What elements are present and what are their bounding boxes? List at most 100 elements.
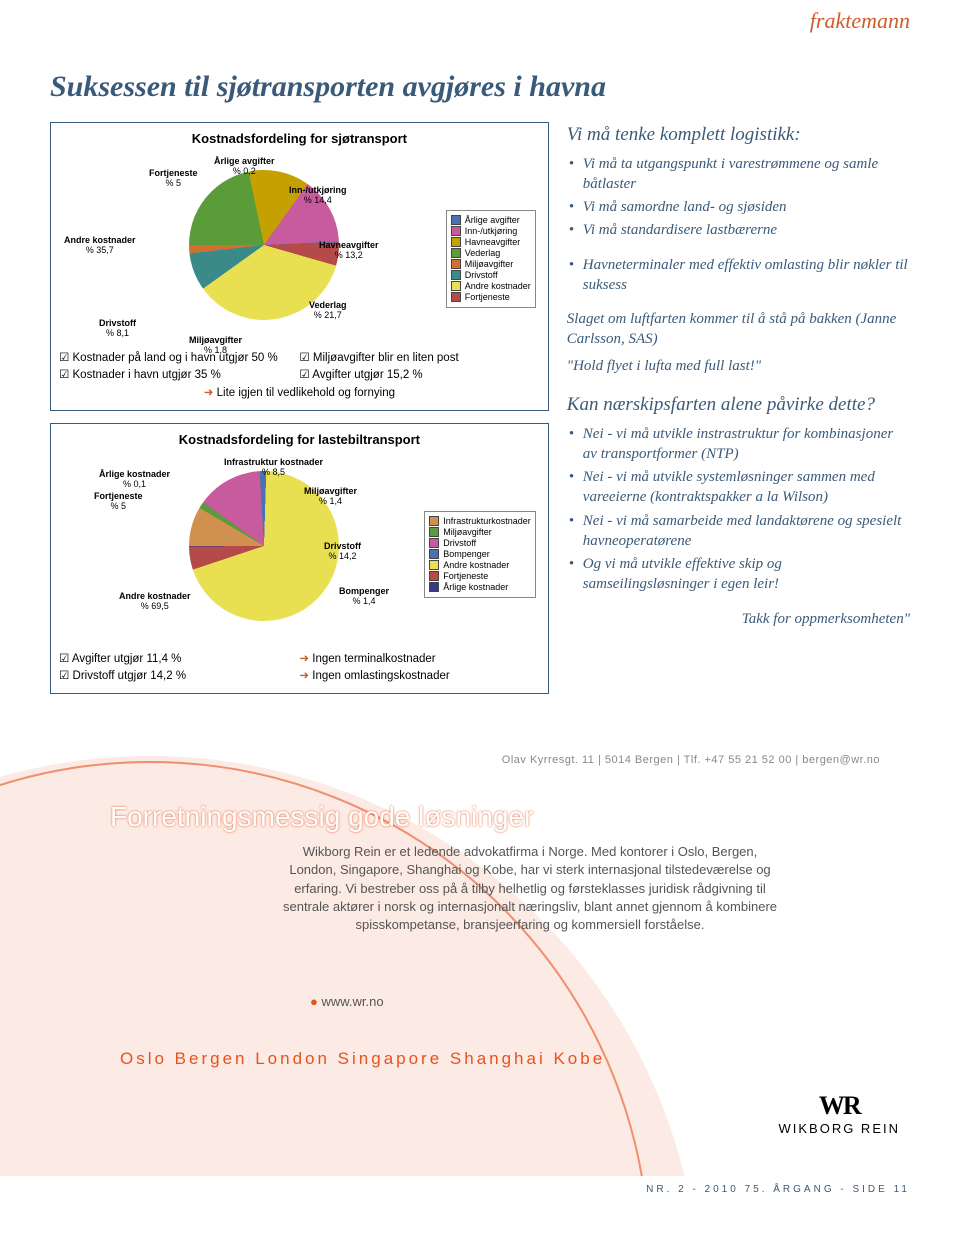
note-item: Kostnader på land og i havn utgjør 50 % xyxy=(59,350,299,367)
legend-item: Fortjeneste xyxy=(451,292,531,302)
legend-label: Bompenger xyxy=(443,549,490,559)
legend-label: Fortjeneste xyxy=(465,292,510,302)
ad-logo-mark: WR xyxy=(778,1091,900,1121)
bullet-item: Vi må samordne land- og sjøsiden xyxy=(567,197,910,217)
ad-title: Forretningsmessig gode løsninger xyxy=(50,801,910,833)
legend-item: Årlige avgifter xyxy=(451,215,531,225)
pie-slice-label: Vederlag% 21,7 xyxy=(309,300,347,321)
legend-label: Årlige kostnader xyxy=(443,582,508,592)
ad-body-text: Wikborg Rein er et ledende advokatfirma … xyxy=(280,843,780,934)
legend-item: Andre kostnader xyxy=(451,281,531,291)
pie-slice-label: Fortjeneste% 5 xyxy=(149,168,198,189)
note-item: Miljøavgifter blir en liten post xyxy=(299,350,539,367)
pie-slice-label: Drivstoff% 14,2 xyxy=(324,541,361,562)
pie-slice-label: Bompenger% 1,4 xyxy=(339,586,389,607)
legend-swatch xyxy=(451,226,461,236)
bullet-item: Vi må standardisere lastbærerne xyxy=(567,220,910,240)
pie-slice-label: Miljøavgifter% 1,8 xyxy=(189,335,242,356)
bullet-item: Nei - vi må utvikle instrastruktur for k… xyxy=(567,424,910,465)
legend-label: Drivstoff xyxy=(465,270,498,280)
subhead-2: Kan nærskipsfarten alene påvirke dette? xyxy=(567,392,910,418)
pie-slice-label: Inn-/utkjøring% 14,4 xyxy=(289,185,347,206)
legend-item: Miljøavgifter xyxy=(451,259,531,269)
ad-cities: Oslo Bergen London Singapore Shanghai Ko… xyxy=(120,1049,910,1069)
chart1-title: Kostnadsfordeling for sjøtransport xyxy=(59,131,540,146)
pie-slice-label: Infrastruktur kostnader% 8,5 xyxy=(224,457,323,478)
legend-item: Vederlag xyxy=(451,248,531,258)
legend-item: Årlige kostnader xyxy=(429,582,531,592)
bullet-list-1: Vi må ta utgangspunkt i varestrømmene og… xyxy=(567,154,910,241)
note-item: Ingen terminalkostnader xyxy=(299,651,539,668)
bullet-item: Og vi må utvikle effektive skip og samse… xyxy=(567,554,910,595)
legend-item: Fortjeneste xyxy=(429,571,531,581)
legend-label: Årlige avgifter xyxy=(465,215,520,225)
bullet-list-2: Nei - vi må utvikle instrastruktur for k… xyxy=(567,424,910,595)
legend-swatch xyxy=(429,527,439,537)
ad-logo: WR WIKBORG REIN xyxy=(778,1091,900,1136)
legend-swatch xyxy=(429,582,439,592)
right-column: Vi må tenke komplett logistikk: Vi må ta… xyxy=(567,122,910,706)
legend-item: Infrastrukturkostnader xyxy=(429,516,531,526)
legend-2: InfrastrukturkostnaderMiljøavgifterDrivs… xyxy=(424,511,536,598)
legend-label: Havneavgifter xyxy=(465,237,521,247)
advertisement: Olav Kyrresgt. 11 | 5014 Bergen | Tlf. +… xyxy=(0,736,960,1176)
legend-label: Miljøavgifter xyxy=(443,527,492,537)
bullet-item: Nei - vi må samarbeide med landaktørene … xyxy=(567,511,910,552)
pie-slice-label: Andre kostnader% 35,7 xyxy=(64,235,136,256)
legend-swatch xyxy=(429,560,439,570)
legend-swatch xyxy=(451,237,461,247)
bullet-item: Nei - vi må utvikle systemløsninger samm… xyxy=(567,467,910,508)
pie-slice-label: Andre kostnader% 69,5 xyxy=(119,591,191,612)
quote-2: "Hold flyet i lufta med full last!" xyxy=(567,356,910,376)
page-footer: NR. 2 - 2010 75. ÅRGANG - SIDE 11 xyxy=(0,1176,960,1211)
note-item: Avgifter utgjør 11,4 % xyxy=(59,651,299,668)
note-item: Drivstoff utgjør 14,2 % xyxy=(59,668,299,685)
legend-label: Fortjeneste xyxy=(443,571,488,581)
legend-swatch xyxy=(451,281,461,291)
subhead-1: Vi må tenke komplett logistikk: xyxy=(567,122,910,148)
legend-label: Andre kostnader xyxy=(443,560,509,570)
pie-slice-label: Miljøavgifter% 1,4 xyxy=(304,486,357,507)
legend-swatch xyxy=(451,259,461,269)
legend-swatch xyxy=(451,248,461,258)
chart-truck-transport: Kostnadsfordeling for lastebiltransport … xyxy=(50,423,549,695)
thanks-text: Takk for oppmerksomheten" xyxy=(567,609,910,629)
legend-1: Årlige avgifterInn-/utkjøringHavneavgift… xyxy=(446,210,536,308)
pie-slice-label: Fortjeneste% 5 xyxy=(94,491,143,512)
chart1-notes: Kostnader på land og i havn utgjør 50 %M… xyxy=(59,350,540,402)
legend-swatch xyxy=(451,215,461,225)
legend-swatch xyxy=(429,538,439,548)
note-item: Kostnader i havn utgjør 35 % xyxy=(59,367,299,384)
ad-link[interactable]: www.wr.no xyxy=(310,994,910,1009)
bullet-item: Havneterminaler med effektiv omlasting b… xyxy=(567,255,910,296)
legend-swatch xyxy=(451,292,461,302)
note-item: Ingen omlastingskostnader xyxy=(299,668,539,685)
legend-label: Drivstoff xyxy=(443,538,476,548)
legend-item: Bompenger xyxy=(429,549,531,559)
legend-item: Drivstoff xyxy=(429,538,531,548)
legend-label: Infrastrukturkostnader xyxy=(443,516,531,526)
legend-label: Vederlag xyxy=(465,248,501,258)
note-item: Avgifter utgjør 15,2 % xyxy=(299,367,539,384)
legend-swatch xyxy=(429,549,439,559)
legend-item: Andre kostnader xyxy=(429,560,531,570)
legend-item: Miljøavgifter xyxy=(429,527,531,537)
main-title: Suksessen til sjøtransporten avgjøres i … xyxy=(50,70,910,104)
legend-label: Miljøavgifter xyxy=(465,259,514,269)
bullet-item: Vi må ta utgangspunkt i varestrømmene og… xyxy=(567,154,910,195)
legend-label: Andre kostnader xyxy=(465,281,531,291)
pie-slice-label: Havneavgifter% 13,2 xyxy=(319,240,379,261)
note-center: Lite igjen til vedlikehold og fornying xyxy=(59,385,540,402)
quote-1: Slaget om luftfarten kommer til å stå på… xyxy=(567,309,910,350)
pie-slice-label: Årlige avgifter% 0,2 xyxy=(214,156,275,177)
legend-swatch xyxy=(429,516,439,526)
chart2-title: Kostnadsfordeling for lastebiltransport xyxy=(59,432,540,447)
ad-logo-name: WIKBORG REIN xyxy=(778,1121,900,1136)
legend-item: Drivstoff xyxy=(451,270,531,280)
brand-logo: fraktemann xyxy=(810,8,910,34)
pie-slice-label: Årlige kostnader% 0,1 xyxy=(99,469,170,490)
chart-sea-transport: Kostnadsfordeling for sjøtransport Veder… xyxy=(50,122,549,411)
chart2-notes: Avgifter utgjør 11,4 %Ingen terminalkost… xyxy=(59,651,540,686)
legend-swatch xyxy=(451,270,461,280)
bullet-list-1b: Havneterminaler med effektiv omlasting b… xyxy=(567,255,910,296)
